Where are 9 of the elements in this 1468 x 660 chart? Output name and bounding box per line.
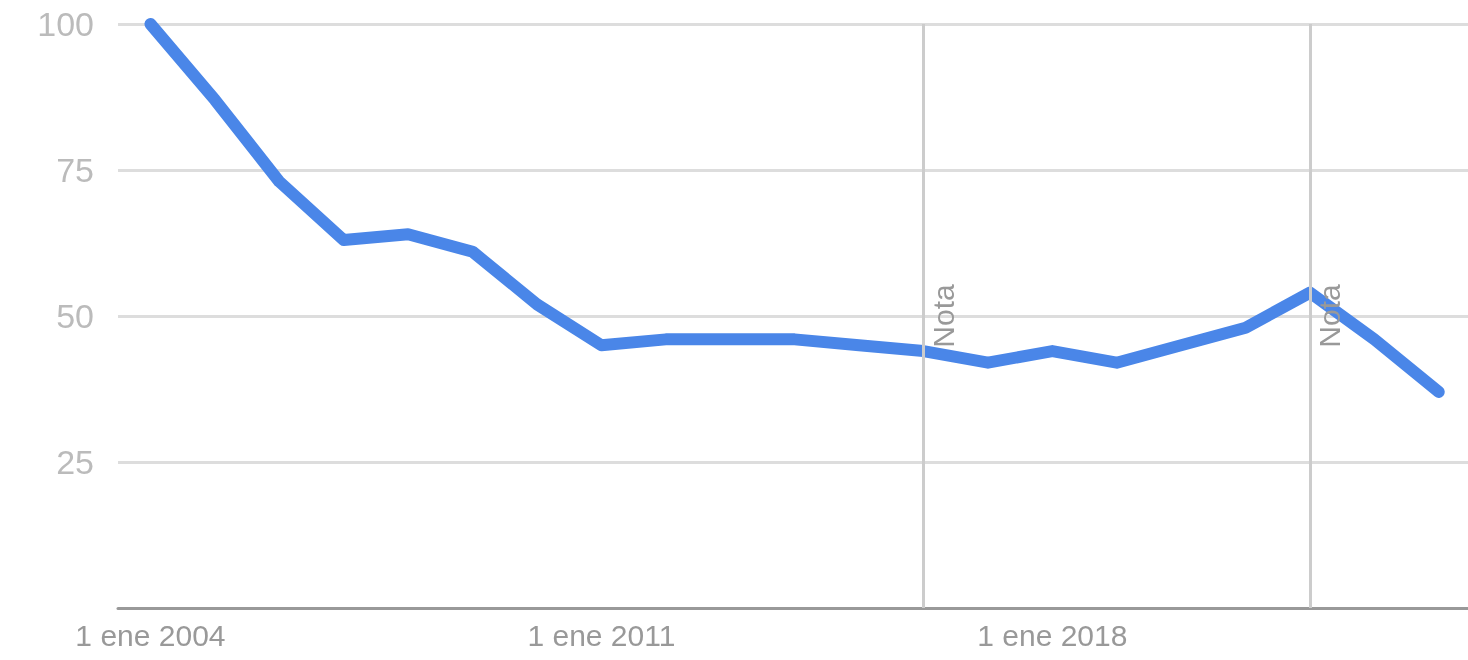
x-tick-label: 1 ene 2011	[527, 618, 676, 652]
x-tick-label: 1 ene 2018	[977, 618, 1128, 652]
ref-line-label: Nota	[926, 284, 960, 348]
x-tick-label: 1 ene 2004	[75, 618, 226, 652]
ref-line-label: Nota	[1313, 284, 1347, 348]
y-tick-label: 75	[56, 151, 94, 189]
y-tick-label: 100	[37, 5, 94, 43]
y-tick-label: 25	[56, 443, 94, 481]
y-tick-label: 50	[56, 297, 94, 335]
